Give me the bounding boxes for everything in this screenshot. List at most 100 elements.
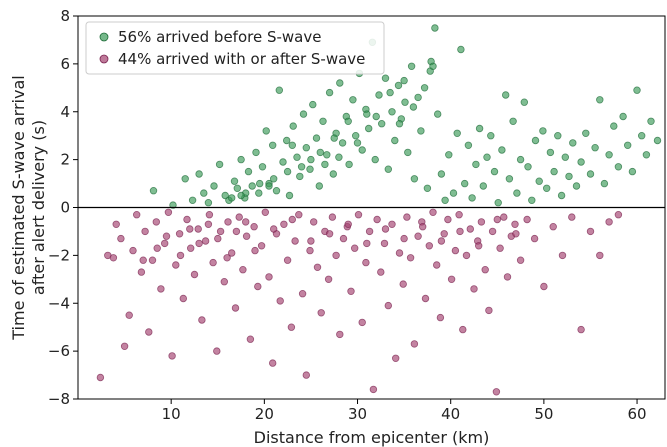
point-before-120	[624, 141, 632, 149]
point-after-28	[209, 258, 217, 267]
x-tick-label-40: 40	[441, 405, 460, 423]
y-tick-label-8: 8	[60, 7, 70, 25]
point-before-46	[349, 96, 357, 104]
point-before-141	[395, 119, 404, 128]
point-before-5	[200, 189, 208, 197]
point-after-118	[586, 227, 595, 236]
point-before-130	[386, 88, 394, 97]
point-after-139	[363, 239, 371, 248]
point-before-71	[431, 24, 439, 32]
point-before-20	[262, 127, 270, 135]
point-after-147	[512, 230, 520, 238]
point-before-117	[610, 122, 618, 130]
point-after-57	[317, 309, 325, 317]
point-after-17	[168, 352, 176, 360]
point-before-13	[237, 155, 245, 164]
point-before-4	[195, 170, 203, 178]
point-before-97	[528, 196, 536, 204]
point-before-22	[269, 141, 277, 149]
point-after-22	[186, 244, 195, 252]
point-before-16	[248, 182, 256, 190]
point-after-111	[523, 215, 531, 224]
point-after-102	[485, 306, 493, 315]
point-before-81	[468, 194, 476, 202]
point-after-61	[332, 251, 340, 260]
point-after-13	[152, 218, 160, 226]
point-after-76	[388, 220, 396, 228]
point-after-44	[269, 359, 277, 367]
point-after-109	[511, 220, 519, 228]
point-after-126	[186, 225, 194, 233]
point-before-108	[569, 139, 577, 147]
point-before-6	[204, 198, 213, 207]
point-after-146	[493, 215, 501, 224]
point-after-103	[488, 227, 497, 236]
point-before-95	[520, 98, 528, 106]
y-tick-label-0: 0	[60, 199, 70, 217]
point-after-71	[369, 385, 378, 394]
point-after-20	[179, 294, 187, 303]
point-after-36	[239, 266, 247, 274]
point-before-101	[543, 184, 551, 192]
point-after-6	[125, 311, 133, 319]
y-tick-label-6: 6	[60, 55, 70, 73]
point-before-111	[582, 129, 590, 137]
point-after-87	[429, 208, 437, 216]
point-after-55	[310, 218, 318, 226]
point-after-31	[220, 278, 228, 286]
point-after-132	[241, 218, 250, 226]
point-after-101	[481, 266, 489, 274]
point-before-40	[329, 170, 337, 178]
point-after-115	[558, 251, 567, 260]
point-after-5	[120, 342, 129, 350]
point-before-42	[336, 79, 344, 87]
point-after-119	[596, 251, 604, 260]
point-after-144	[456, 227, 464, 236]
point-after-96	[462, 251, 471, 260]
legend-marker-after	[99, 54, 109, 64]
point-after-93	[451, 246, 460, 255]
point-before-91	[505, 175, 514, 183]
point-before-24	[275, 86, 283, 94]
point-before-69	[423, 184, 432, 192]
point-before-126	[653, 136, 662, 145]
point-before-93	[513, 189, 521, 197]
point-before-7	[210, 182, 218, 190]
point-after-143	[437, 237, 446, 245]
point-before-45	[345, 160, 353, 169]
point-before-147	[288, 141, 296, 149]
point-before-114	[596, 96, 604, 104]
point-before-94	[516, 155, 525, 164]
point-after-33	[227, 249, 236, 257]
point-before-145	[321, 160, 329, 169]
point-before-76	[449, 189, 458, 197]
legend-label-after: 44% arrived with or after S-wave	[118, 50, 365, 68]
point-after-49	[287, 323, 296, 331]
point-after-51	[295, 210, 303, 219]
point-after-12	[148, 256, 157, 264]
point-before-25	[279, 158, 287, 166]
point-before-118	[614, 163, 623, 171]
x-tick-label-20: 20	[255, 405, 274, 423]
point-after-110	[516, 256, 525, 264]
point-after-116	[568, 213, 576, 221]
point-after-50	[291, 237, 299, 245]
point-after-114	[549, 222, 557, 231]
legend-box	[85, 21, 385, 75]
point-after-53	[302, 371, 310, 379]
point-before-66	[414, 93, 422, 102]
point-before-144	[335, 153, 343, 161]
point-after-77	[392, 354, 400, 362]
point-before-2	[181, 175, 189, 183]
point-before-105	[557, 191, 566, 200]
point-after-127	[195, 239, 203, 248]
point-after-8	[132, 210, 141, 219]
point-after-30	[216, 227, 225, 236]
point-after-72	[373, 215, 381, 224]
point-after-100	[477, 218, 486, 226]
point-before-150	[237, 191, 245, 200]
point-after-81	[406, 254, 415, 262]
point-before-64	[407, 62, 416, 71]
point-after-10	[141, 227, 149, 236]
